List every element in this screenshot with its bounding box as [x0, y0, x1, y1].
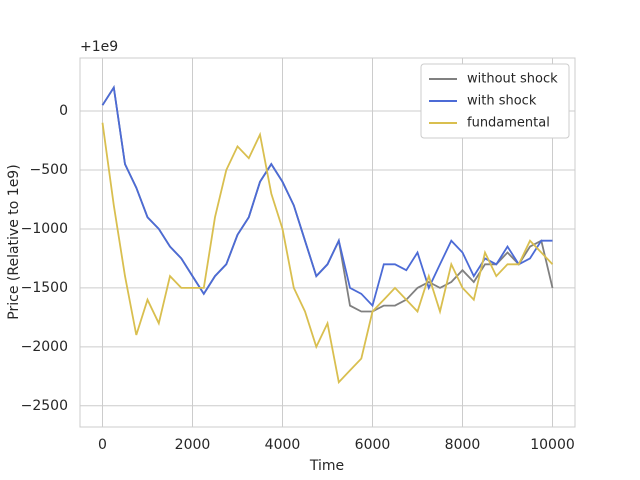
legend-box: [420, 63, 570, 139]
y-tick-label: 0: [59, 103, 68, 119]
y-tick-label: −1000: [21, 221, 68, 237]
legend-label: fundamental: [467, 116, 550, 131]
legend-label: without shock: [467, 72, 558, 87]
series-line: [101, 84, 553, 308]
y-tick-label: −1500: [21, 280, 68, 296]
y-axis-label: Price (Relative to 1e9): [6, 164, 22, 319]
series-line: [101, 122, 554, 385]
offset-label: +1e9: [80, 39, 118, 55]
x-axis-label: Time: [309, 458, 344, 474]
y-tick-label: −2000: [21, 339, 68, 355]
y-tick-label: −500: [30, 162, 68, 178]
x-tick-label: 4000: [265, 437, 301, 453]
x-tick-label: 8000: [445, 437, 481, 453]
x-tick-label: 6000: [355, 437, 391, 453]
legend-label: with shock: [467, 94, 537, 109]
x-tick-label: 10000: [530, 437, 575, 453]
x-tick-label: 0: [98, 437, 107, 453]
y-tick-label: −2500: [21, 398, 68, 414]
x-tick-label: 2000: [175, 437, 211, 453]
